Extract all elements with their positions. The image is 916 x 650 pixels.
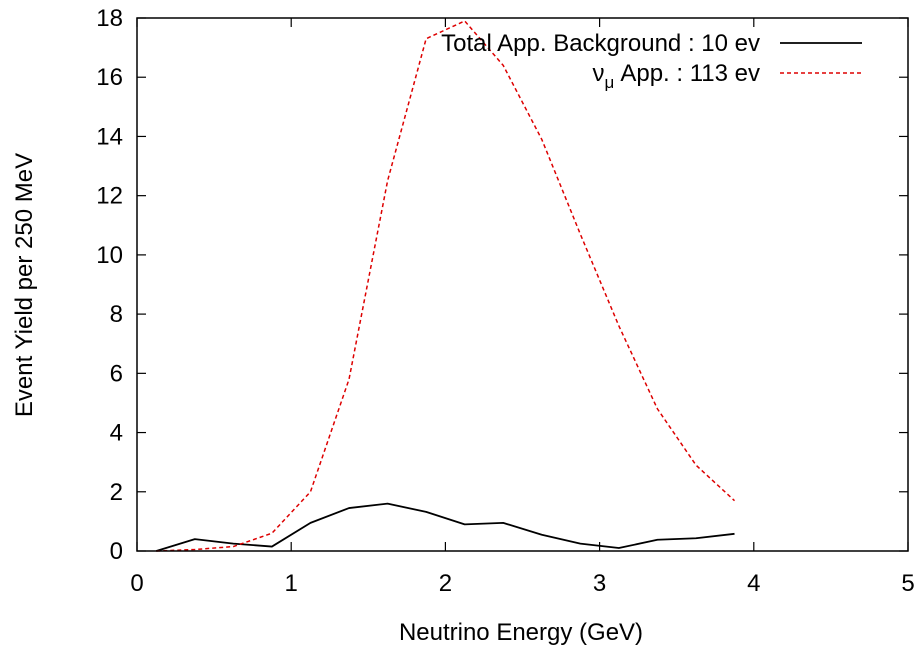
series-line-background [156,502,735,552]
legend: Total App. Background : 10 ev νμ App. : 1… [441,30,862,92]
y-tick-label: 18 [96,5,123,32]
x-tick-label: 1 [285,570,298,597]
legend-label-numu-subscript: μ [605,73,615,92]
legend-label-numu: νμ App. : 113 ev [593,60,760,92]
y-tick-label: 16 [96,64,123,91]
x-tick-label: 0 [130,570,143,597]
x-axis-title: Neutrino Energy (GeV) [399,619,643,646]
x-tick-label: 3 [593,570,606,597]
y-tick-label: 8 [110,301,123,328]
y-axis-title: Event Yield per 250 MeV [11,153,38,417]
x-tick-label: 5 [901,570,914,597]
y-tick-label: 12 [96,183,123,210]
y-tick-label: 10 [96,242,123,269]
plot-frame [136,17,909,552]
x-tick-label: 4 [747,570,760,597]
series-layer [156,20,736,552]
series-line-numu [156,20,736,552]
legend-label-numu-text: App. : 113 ev [620,60,760,87]
legend-label-background: Total App. Background : 10 ev [441,30,760,57]
y-tick-label: 2 [110,479,123,506]
y-tick-label: 0 [110,538,123,565]
x-tick-label: 2 [439,570,452,597]
y-tick-label: 14 [96,123,123,150]
y-tick-label: 4 [110,420,123,447]
legend-label-numu-prefix: ν [593,60,605,87]
y-tick-label: 6 [110,360,123,387]
